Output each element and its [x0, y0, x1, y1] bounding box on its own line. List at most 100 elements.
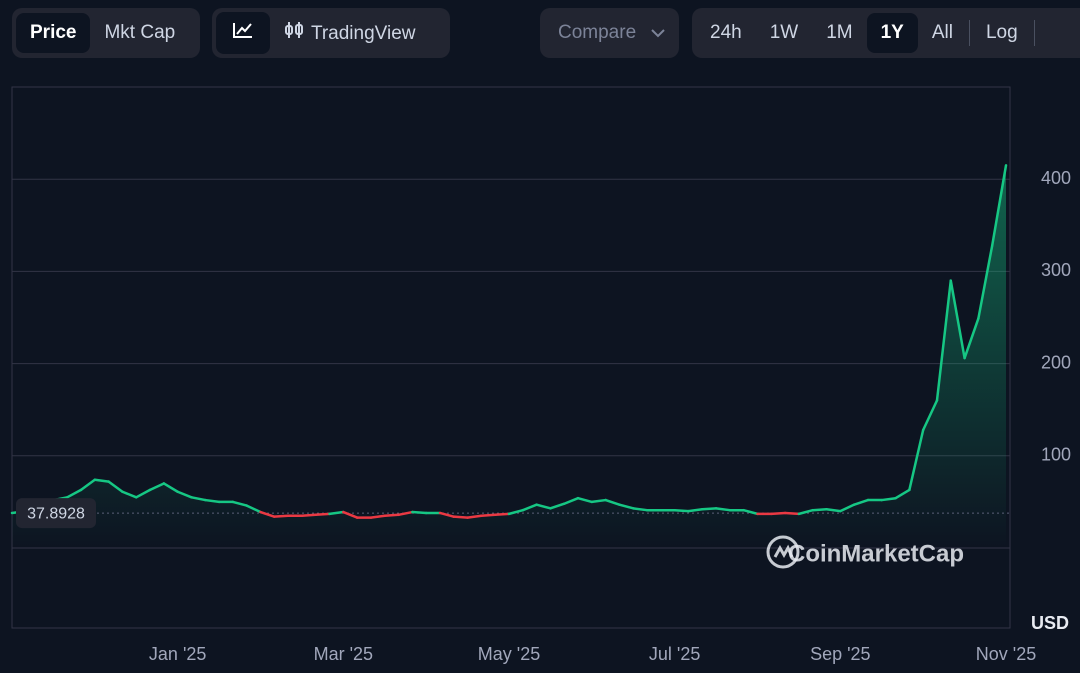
line-icon: [233, 23, 252, 38]
mktcap-button[interactable]: Mkt Cap: [104, 22, 176, 43]
price-segment: [825, 508, 842, 513]
compare-label: Compare: [558, 22, 637, 43]
price-segment: [148, 482, 166, 492]
price-segment: [411, 510, 428, 515]
view-toggle: Price Mkt Cap: [12, 8, 200, 58]
chevron: [651, 29, 665, 38]
price-segment: [397, 510, 414, 517]
price-segment: [493, 512, 511, 517]
tradingview-label: TradingView: [310, 23, 416, 44]
price-segment: [949, 279, 966, 360]
range-button[interactable]: All: [931, 22, 953, 43]
price-segment: [259, 510, 276, 518]
price-segment: [24, 503, 41, 513]
price-segment: [562, 496, 580, 505]
price-segment: [204, 498, 221, 504]
price-segment: [245, 504, 262, 514]
price-segment: [314, 512, 331, 517]
price-segment: [714, 507, 732, 512]
y-tick-label: 300: [1041, 260, 1071, 280]
chart-style: TradingView: [212, 8, 450, 58]
range-toggle: 24h 1W 1M 1Y All Log: [692, 8, 1080, 58]
price-area: [12, 165, 1006, 548]
price-segment: [894, 488, 911, 500]
price-segment: [935, 279, 953, 402]
price-segment: [783, 511, 801, 516]
x-tick-label: Nov '25: [976, 644, 1036, 664]
price-segment: [535, 503, 552, 510]
price-segment: [880, 496, 897, 502]
currency-label: USD: [1031, 613, 1069, 633]
tradingview-button[interactable]: TradingView: [270, 12, 430, 54]
x-tick-label: Jul '25: [649, 644, 700, 664]
price-segment: [107, 480, 124, 494]
price-segment: [135, 488, 152, 499]
price-segment: [328, 510, 345, 516]
x-tick-label: Jan '25: [149, 644, 206, 664]
price-button[interactable]: Price: [16, 13, 91, 53]
price-segment: [921, 399, 939, 432]
separator: [1033, 20, 1035, 46]
price-segment: [162, 482, 179, 494]
price-segment: [618, 503, 635, 510]
price-segment: [480, 513, 497, 517]
price-segment: [38, 498, 55, 506]
price-segment: [742, 508, 759, 516]
price-segment: [466, 514, 483, 519]
price-segment: [963, 317, 980, 360]
price-segment: [231, 500, 248, 507]
baseline-label: 37.8928: [27, 505, 85, 522]
price-segment: [52, 496, 69, 502]
price-segment: [507, 508, 525, 516]
x-tick-label: Sep '25: [810, 644, 871, 664]
price-segment: [797, 508, 814, 516]
price-segment: [852, 498, 870, 506]
price-segment: [342, 510, 359, 519]
price-segment: [79, 478, 97, 492]
price-segment: [839, 503, 856, 513]
range-button[interactable]: 1Y: [866, 13, 918, 53]
price-segment: [383, 513, 400, 517]
price-segment: [10, 509, 28, 515]
price-segment: [673, 508, 690, 513]
price-segment: [369, 514, 386, 519]
price-segment: [687, 508, 704, 513]
x-tick-label: Mar '25: [314, 644, 373, 664]
line-button[interactable]: [216, 12, 270, 54]
price-segment: [632, 507, 649, 512]
price-segment: [576, 496, 594, 504]
range-button[interactable]: 24h: [710, 22, 742, 43]
price-segment: [438, 511, 456, 518]
price-segment: [977, 244, 994, 320]
y-tick-label: 100: [1041, 445, 1071, 465]
range-button[interactable]: 1W: [769, 22, 799, 43]
watermark: CoinMarketCap: [788, 540, 964, 567]
y-tick-label: 400: [1041, 168, 1071, 188]
price-segment: [176, 490, 193, 499]
y-tick-label: 200: [1041, 352, 1071, 372]
price-segment: [273, 514, 290, 518]
range-button[interactable]: 1M: [826, 22, 853, 43]
price-segment: [908, 428, 925, 492]
price-segment: [452, 515, 469, 519]
price-segment: [65, 488, 83, 499]
price-segment: [300, 513, 317, 517]
price-segment: [93, 478, 110, 483]
price-segment: [604, 498, 621, 506]
price-segment: [811, 508, 828, 512]
candle-icon: [285, 22, 303, 38]
price-segment: [190, 496, 207, 502]
price-segment: [770, 511, 787, 516]
compare-dropdown[interactable]: Compare: [540, 8, 679, 58]
price-segment: [549, 502, 566, 510]
log-button[interactable]: Log: [985, 22, 1018, 43]
price-segment: [590, 498, 607, 504]
x-tick-label: May '25: [478, 644, 540, 664]
price-segment: [701, 507, 718, 511]
price-segment: [121, 490, 138, 499]
watermark-logo: [766, 535, 800, 569]
plot-frame: [11, 86, 1011, 629]
price-segment: [990, 164, 1008, 247]
